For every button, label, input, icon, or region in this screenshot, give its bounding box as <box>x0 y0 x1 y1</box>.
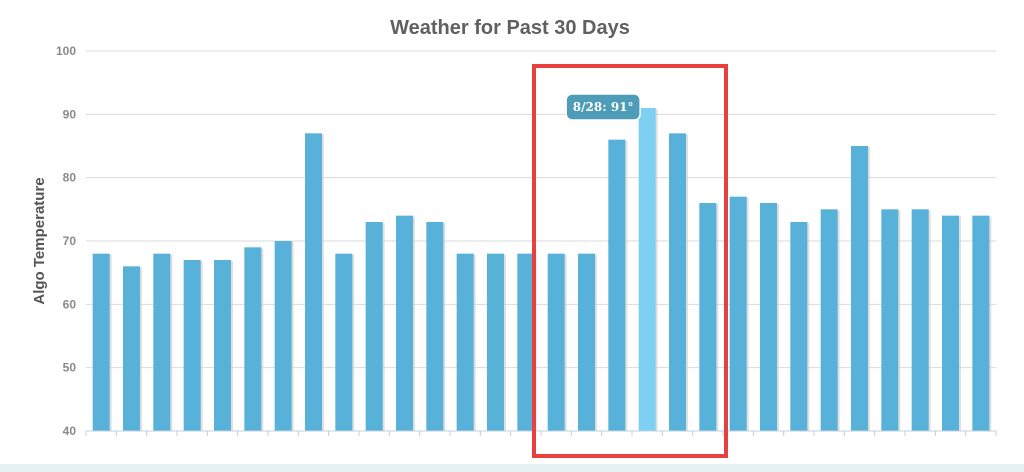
bar[interactable] <box>456 253 474 431</box>
bar[interactable] <box>335 253 353 431</box>
bar[interactable] <box>578 253 595 431</box>
bar[interactable] <box>638 108 656 431</box>
y-tick-label: 100 <box>56 44 76 58</box>
bar[interactable] <box>426 222 444 431</box>
y-axis-label: Algo Temperature <box>31 177 48 304</box>
bar[interactable] <box>911 209 929 431</box>
bar[interactable] <box>729 196 747 431</box>
bar[interactable] <box>365 222 383 431</box>
highlight-annotation <box>532 64 728 458</box>
bars <box>92 108 992 432</box>
bar[interactable] <box>487 253 504 431</box>
bar[interactable] <box>851 146 868 431</box>
bar[interactable] <box>881 209 899 431</box>
x-axis <box>85 430 997 436</box>
bar[interactable] <box>608 139 626 431</box>
bar[interactable] <box>183 260 201 431</box>
grid-lines <box>86 50 996 369</box>
bottom-strip <box>0 464 1024 472</box>
y-tick-label: 70 <box>63 234 77 248</box>
bar[interactable] <box>153 253 171 431</box>
y-tick-label: 50 <box>63 361 77 375</box>
y-axis-ticks: 40 50 60 70 80 90 100 <box>56 44 76 438</box>
bar[interactable] <box>972 215 990 431</box>
bar[interactable] <box>274 241 292 431</box>
highlight-box <box>532 64 728 458</box>
chart-title: Weather for Past 30 Days <box>390 17 630 39</box>
y-tick-label: 80 <box>63 171 77 185</box>
y-tick-label: 90 <box>63 107 77 121</box>
tooltip: 8/28: 91° <box>565 93 641 121</box>
bar[interactable] <box>547 253 565 431</box>
bar[interactable] <box>123 266 140 431</box>
bar[interactable] <box>92 253 110 431</box>
tooltip-box <box>565 93 641 121</box>
bar[interactable] <box>669 133 686 432</box>
bar[interactable] <box>820 209 838 431</box>
bar[interactable] <box>396 215 413 431</box>
bar[interactable] <box>942 215 959 431</box>
bar[interactable] <box>244 247 262 431</box>
bar[interactable] <box>305 133 322 432</box>
bar[interactable] <box>699 203 717 431</box>
bar[interactable] <box>790 222 808 431</box>
y-tick-label: 60 <box>63 297 77 311</box>
bar[interactable] <box>214 260 231 431</box>
bar[interactable] <box>760 203 777 431</box>
y-tick-label: 40 <box>63 424 77 438</box>
tooltip-text: 8/28: 91° <box>573 100 634 114</box>
bar[interactable] <box>517 253 535 431</box>
